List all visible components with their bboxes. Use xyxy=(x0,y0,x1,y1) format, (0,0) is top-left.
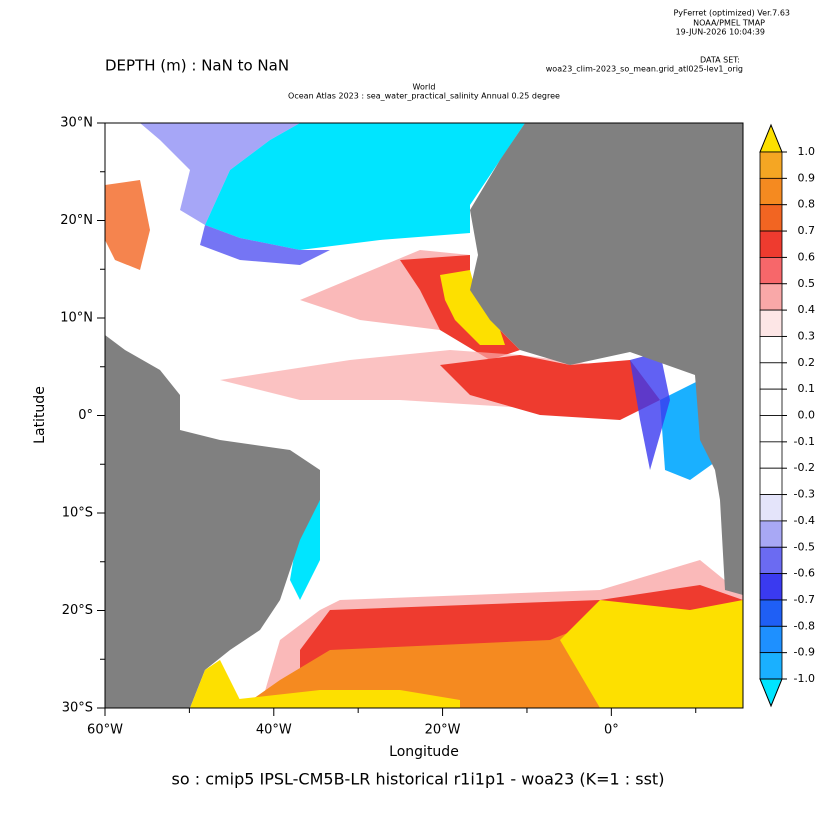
colorbar-label: 0.6 xyxy=(798,250,816,263)
colorbar-label: 0.7 xyxy=(798,224,816,237)
colorbar-band xyxy=(759,388,783,416)
software: PyFerret (optimized) Ver.7.63 xyxy=(673,9,790,18)
y-tick-label: 10°N xyxy=(60,311,93,326)
colorbar-band xyxy=(759,177,783,206)
colorbar-label: -0.2 xyxy=(794,461,815,474)
colorbar-label: 0.0 xyxy=(798,409,816,422)
colorbar-band xyxy=(759,415,783,443)
y-tick-label: 20°N xyxy=(60,213,93,228)
colorbar-band xyxy=(759,362,783,390)
y-tick-label: 30°N xyxy=(60,116,93,131)
y-tick-label: 0° xyxy=(78,408,93,423)
y-tick-label: 30°S xyxy=(62,701,93,716)
colorbar-label: -0.6 xyxy=(794,567,815,580)
colorbar-label: 0.3 xyxy=(798,329,816,342)
colorbar-triangle xyxy=(759,678,783,708)
colorbar-band xyxy=(759,652,783,680)
colorbar-label: 0.1 xyxy=(798,382,816,395)
colorbar-label: -0.7 xyxy=(794,593,815,606)
x-axis-label: Longitude xyxy=(389,744,459,760)
org: NOAA/PMEL TMAP xyxy=(693,19,765,28)
x-tick-label: 0° xyxy=(604,723,619,738)
colorbar-band xyxy=(759,151,783,179)
y-tick-label: 10°S xyxy=(62,506,93,521)
colorbar-label: -0.9 xyxy=(794,646,815,659)
colorbar-band xyxy=(759,625,783,654)
y-tick-label: 20°S xyxy=(62,603,93,618)
colorbar-band xyxy=(759,520,783,548)
depth: DEPTH (m) : NaN to NaN xyxy=(105,57,289,75)
colorbar-band xyxy=(759,467,783,495)
colorbar-label: 0.4 xyxy=(798,303,816,316)
colorbar-band xyxy=(759,599,783,627)
colorbar-band xyxy=(759,230,783,258)
colorbar-band xyxy=(759,441,783,469)
footer: so : cmip5 IPSL-CM5B-LR historical r1i1p… xyxy=(172,770,665,789)
field xyxy=(104,122,744,709)
colorbar-band xyxy=(759,546,783,575)
colorbar-label: -0.8 xyxy=(794,619,815,632)
colorbar-band xyxy=(759,309,783,337)
colorbar-band xyxy=(759,283,783,311)
colorbar-label: -0.1 xyxy=(794,435,815,448)
colorbar-triangle xyxy=(759,123,783,153)
colorbar-label: -0.3 xyxy=(794,488,815,501)
colorbar-band xyxy=(759,494,783,522)
colorbar-label: -1.0 xyxy=(794,672,815,685)
colorbar-label: -0.5 xyxy=(794,540,815,553)
colorbar-band xyxy=(759,204,783,232)
colorbar-label: -0.4 xyxy=(794,514,815,527)
colorbar-band xyxy=(759,256,783,285)
timestamp: 19-JUN-2026 10:04:39 xyxy=(676,28,765,37)
dataset-label: DATA SET: xyxy=(700,56,740,65)
colorbar-label: 0.2 xyxy=(798,356,816,369)
colorbar-label: 1.0 xyxy=(798,145,816,158)
dataset: woa23_clim-2023_so_mean.grid_atl025-lev1… xyxy=(546,65,743,74)
title-line: Ocean Atlas 2023 : sea_water_practical_s… xyxy=(288,92,560,101)
x-tick-label: 40°W xyxy=(256,723,292,738)
colorbar-band xyxy=(759,573,783,601)
x-tick-label: 20°W xyxy=(425,723,461,738)
colorbar-band xyxy=(759,336,783,364)
x-tick-label: 60°W xyxy=(87,723,123,738)
title-line: World xyxy=(413,83,436,92)
colorbar-label: 0.5 xyxy=(798,277,816,290)
colorbar-label: 0.8 xyxy=(798,198,816,211)
y-axis-label: Latitude xyxy=(32,386,48,444)
colorbar-label: 0.9 xyxy=(798,171,816,184)
